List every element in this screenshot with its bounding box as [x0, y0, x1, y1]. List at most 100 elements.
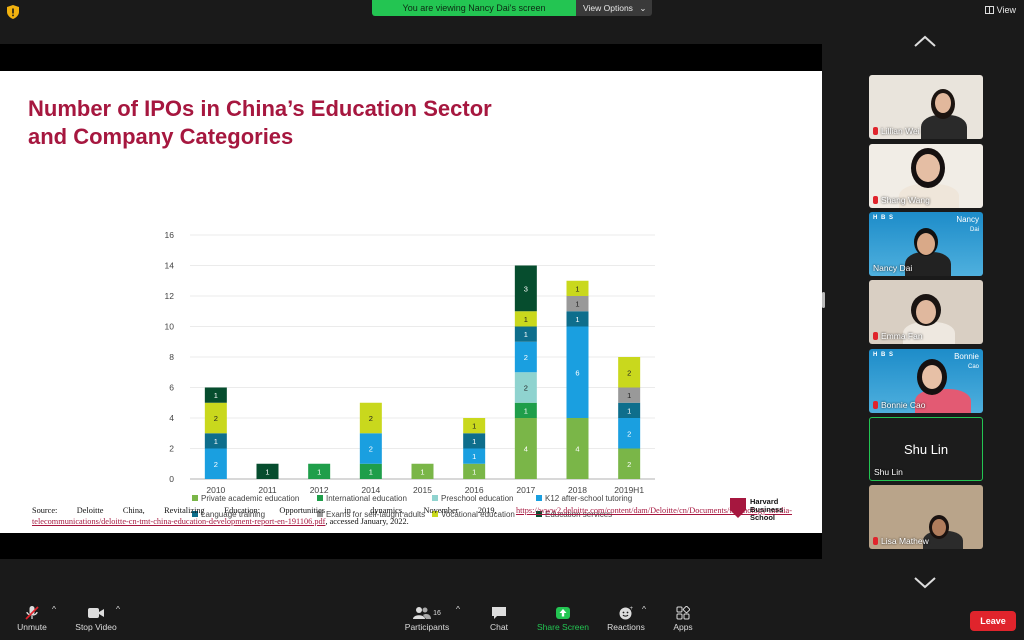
data-label: 1 [214, 437, 218, 446]
participants-button[interactable]: 16 Participants [400, 604, 454, 632]
view-options-button[interactable]: View Options ⌄ [576, 0, 652, 16]
legend-label: Vocational education [441, 510, 515, 519]
share-screen-icon [556, 607, 570, 619]
participant-tile-lillian[interactable]: Lillian Wei [869, 75, 983, 139]
share-screen-button[interactable]: Share Screen [534, 604, 592, 632]
x-tick-label: 2018 [568, 485, 587, 495]
participant-name: Bonnie Cao [873, 400, 925, 410]
muted-mic-icon [873, 537, 878, 545]
data-label: 1 [627, 406, 631, 415]
apps-label: Apps [673, 622, 693, 632]
legend-swatch [536, 495, 542, 501]
data-label: 4 [524, 445, 528, 454]
view-button[interactable]: View [984, 5, 1016, 15]
chat-icon [492, 607, 506, 619]
bar-segment [514, 265, 537, 312]
bar-segment [204, 402, 227, 434]
bar-segment [566, 418, 589, 479]
source-label: Source: [32, 506, 58, 515]
y-tick-label: 12 [165, 291, 175, 301]
chevron-up-icon[interactable]: ^ [456, 604, 460, 614]
background-name-label: Nancy Dai [956, 215, 979, 233]
bar-segment [204, 433, 227, 449]
data-label: 4 [575, 445, 579, 454]
video-person [921, 115, 967, 139]
chevron-up-icon[interactable]: ^ [116, 604, 120, 614]
data-label: 6 [575, 368, 579, 377]
source-word: China, [122, 506, 145, 515]
chevron-down-icon[interactable] [913, 575, 937, 589]
video-face [935, 93, 951, 113]
participant-placeholder-name: Shu Lin [903, 442, 949, 457]
top-bar: You are viewing Nancy Dai's screen View … [0, 0, 1024, 44]
muted-mic-icon [873, 332, 878, 340]
viewing-banner: You are viewing Nancy Dai's screen [372, 0, 576, 16]
apps-icon [676, 606, 690, 620]
data-label: 1 [472, 437, 476, 446]
panel-resize-handle[interactable] [822, 292, 825, 308]
reactions-button[interactable]: + Reactions [604, 604, 648, 632]
bar-segment [566, 280, 589, 296]
source-word: November [423, 506, 459, 515]
bar-segment [411, 463, 434, 479]
bar-segment [463, 433, 486, 449]
source-word: Education: [224, 506, 261, 515]
hbs-logo-line3: School [750, 513, 776, 522]
source-word: Deloitte [76, 506, 104, 515]
legend-swatch [192, 511, 198, 517]
grid-icon [984, 6, 994, 14]
bar-segment [463, 448, 486, 464]
stop-video-button[interactable]: Stop Video [70, 604, 122, 632]
source-link-part1[interactable]: https://www2.deloitte.com/content/dam/De… [515, 506, 792, 515]
apps-button[interactable]: Apps [668, 604, 698, 632]
legend-label: Language training [201, 510, 265, 519]
data-label: 1 [524, 330, 528, 339]
legend-swatch [432, 495, 438, 501]
participant-name: Nancy Dai [873, 263, 913, 273]
data-label: 2 [627, 429, 631, 438]
participant-tile-shang[interactable]: Shang Wang [869, 144, 983, 208]
chevron-down-icon: ⌄ [639, 3, 647, 13]
participants-icon [413, 607, 432, 619]
bar-segment [204, 387, 227, 403]
bar-segment [618, 357, 641, 388]
hbs-logo-line1: Harvard [750, 497, 779, 506]
muted-mic-icon [873, 127, 878, 135]
chevron-up-icon[interactable]: ^ [52, 604, 56, 614]
leave-button[interactable]: Leave [970, 611, 1016, 631]
chat-label: Chat [490, 622, 508, 632]
unmute-button[interactable]: Unmute [12, 604, 52, 632]
bar-segment [514, 372, 537, 403]
source-note: Source: Deloitte China, Revitalizing Educati… [32, 505, 792, 527]
source-link-part2[interactable]: telecommunications/deloitte-cn-tmt-china… [32, 517, 326, 526]
svg-text:+: + [630, 606, 634, 612]
participant-tile-lisa[interactable]: Lisa Mathew [869, 485, 983, 549]
x-tick-label: 2012 [310, 485, 329, 495]
participant-tile-shu[interactable]: Shu Lin Shu Lin [869, 417, 983, 481]
legend-swatch [317, 511, 323, 517]
y-tick-label: 14 [165, 261, 175, 271]
bar-segment [359, 463, 382, 479]
source-word: Revitalizing [164, 506, 205, 515]
data-label: 1 [472, 452, 476, 461]
chat-button[interactable]: Chat [484, 604, 514, 632]
legend-swatch [317, 495, 323, 501]
participant-tile-bonnie[interactable]: H B S Bonnie Cao Bonnie Cao [869, 349, 983, 413]
bar-segment [618, 418, 641, 449]
bar-segment [359, 402, 382, 434]
share-screen-label: Share Screen [537, 622, 589, 632]
hbs-tag: H B S [873, 352, 895, 358]
shield-icon[interactable] [6, 5, 20, 19]
participant-tile-nancy[interactable]: H B S Nancy Dai Nancy Dai [869, 212, 983, 276]
data-label: 3 [524, 284, 528, 293]
chevron-up-icon[interactable] [913, 34, 937, 48]
x-tick-label: 2014 [361, 485, 380, 495]
participant-tile-emma[interactable]: Emma Fan [869, 280, 983, 344]
meeting-toolbar: Unmute ^ Stop Video ^ 16 Participants ^ … [0, 600, 1024, 640]
chevron-up-icon[interactable]: ^ [642, 604, 646, 614]
muted-mic-icon [25, 606, 39, 620]
bar-segment [463, 418, 486, 434]
stop-video-label: Stop Video [75, 622, 117, 632]
legend-swatch [432, 511, 438, 517]
legend-label: International education [326, 494, 407, 503]
